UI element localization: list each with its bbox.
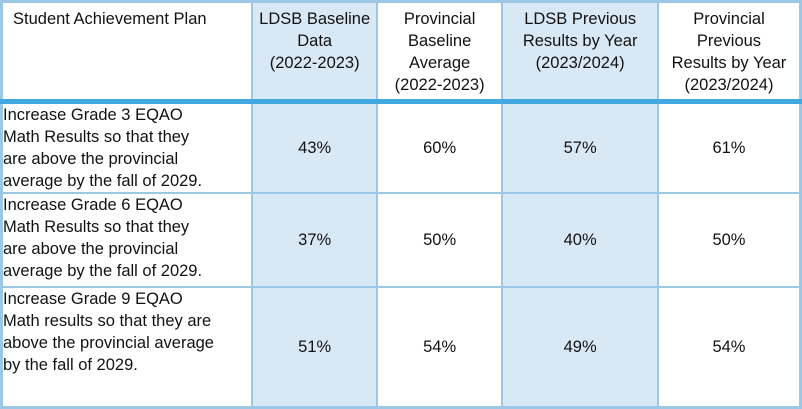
table-row-grade-3: Increase Grade 3 EQAO Math Results so th…	[0, 100, 802, 194]
header-cell-ldsb-baseline-data: LDSB Baseline Data (2022-2023)	[251, 0, 378, 104]
table-row-grade-9: Increase Grade 9 EQAO Math results so th…	[0, 286, 802, 408]
value-cell-grade9-provincial-previous: 54%	[656, 286, 802, 408]
goal-cell-grade-9: Increase Grade 9 EQAO Math results so th…	[0, 286, 254, 408]
table-header-row: Student Achievement Plan LDSB Baseline D…	[0, 0, 802, 104]
header-cell-provincial-baseline-average: Provincial Baseline Average (2022-2023)	[375, 0, 504, 104]
value-cell-grade9-provincial-baseline: 54%	[375, 286, 504, 408]
header-cell-student-achievement-plan: Student Achievement Plan	[0, 0, 254, 104]
value-cell-grade9-ldsb-previous: 49%	[501, 286, 659, 408]
table-row-grade-6: Increase Grade 6 EQAO Math Results so th…	[0, 192, 802, 288]
value-cell-grade3-provincial-baseline: 60%	[375, 100, 504, 194]
value-cell-grade9-ldsb-baseline: 51%	[251, 286, 378, 408]
value-cell-grade3-ldsb-previous: 57%	[501, 100, 659, 194]
goal-cell-grade-6: Increase Grade 6 EQAO Math Results so th…	[0, 192, 254, 288]
value-cell-grade3-ldsb-baseline: 43%	[251, 100, 378, 194]
header-cell-provincial-previous-results: Provincial Previous Results by Year (202…	[656, 0, 802, 104]
value-cell-grade3-provincial-previous: 61%	[656, 100, 802, 194]
header-cell-ldsb-previous-results: LDSB Previous Results by Year (2023/2024…	[501, 0, 659, 104]
value-cell-grade6-provincial-previous: 50%	[656, 192, 802, 288]
value-cell-grade6-ldsb-baseline: 37%	[251, 192, 378, 288]
value-cell-grade6-ldsb-previous: 40%	[501, 192, 659, 288]
goal-cell-grade-3: Increase Grade 3 EQAO Math Results so th…	[0, 100, 254, 194]
value-cell-grade6-provincial-baseline: 50%	[375, 192, 504, 288]
